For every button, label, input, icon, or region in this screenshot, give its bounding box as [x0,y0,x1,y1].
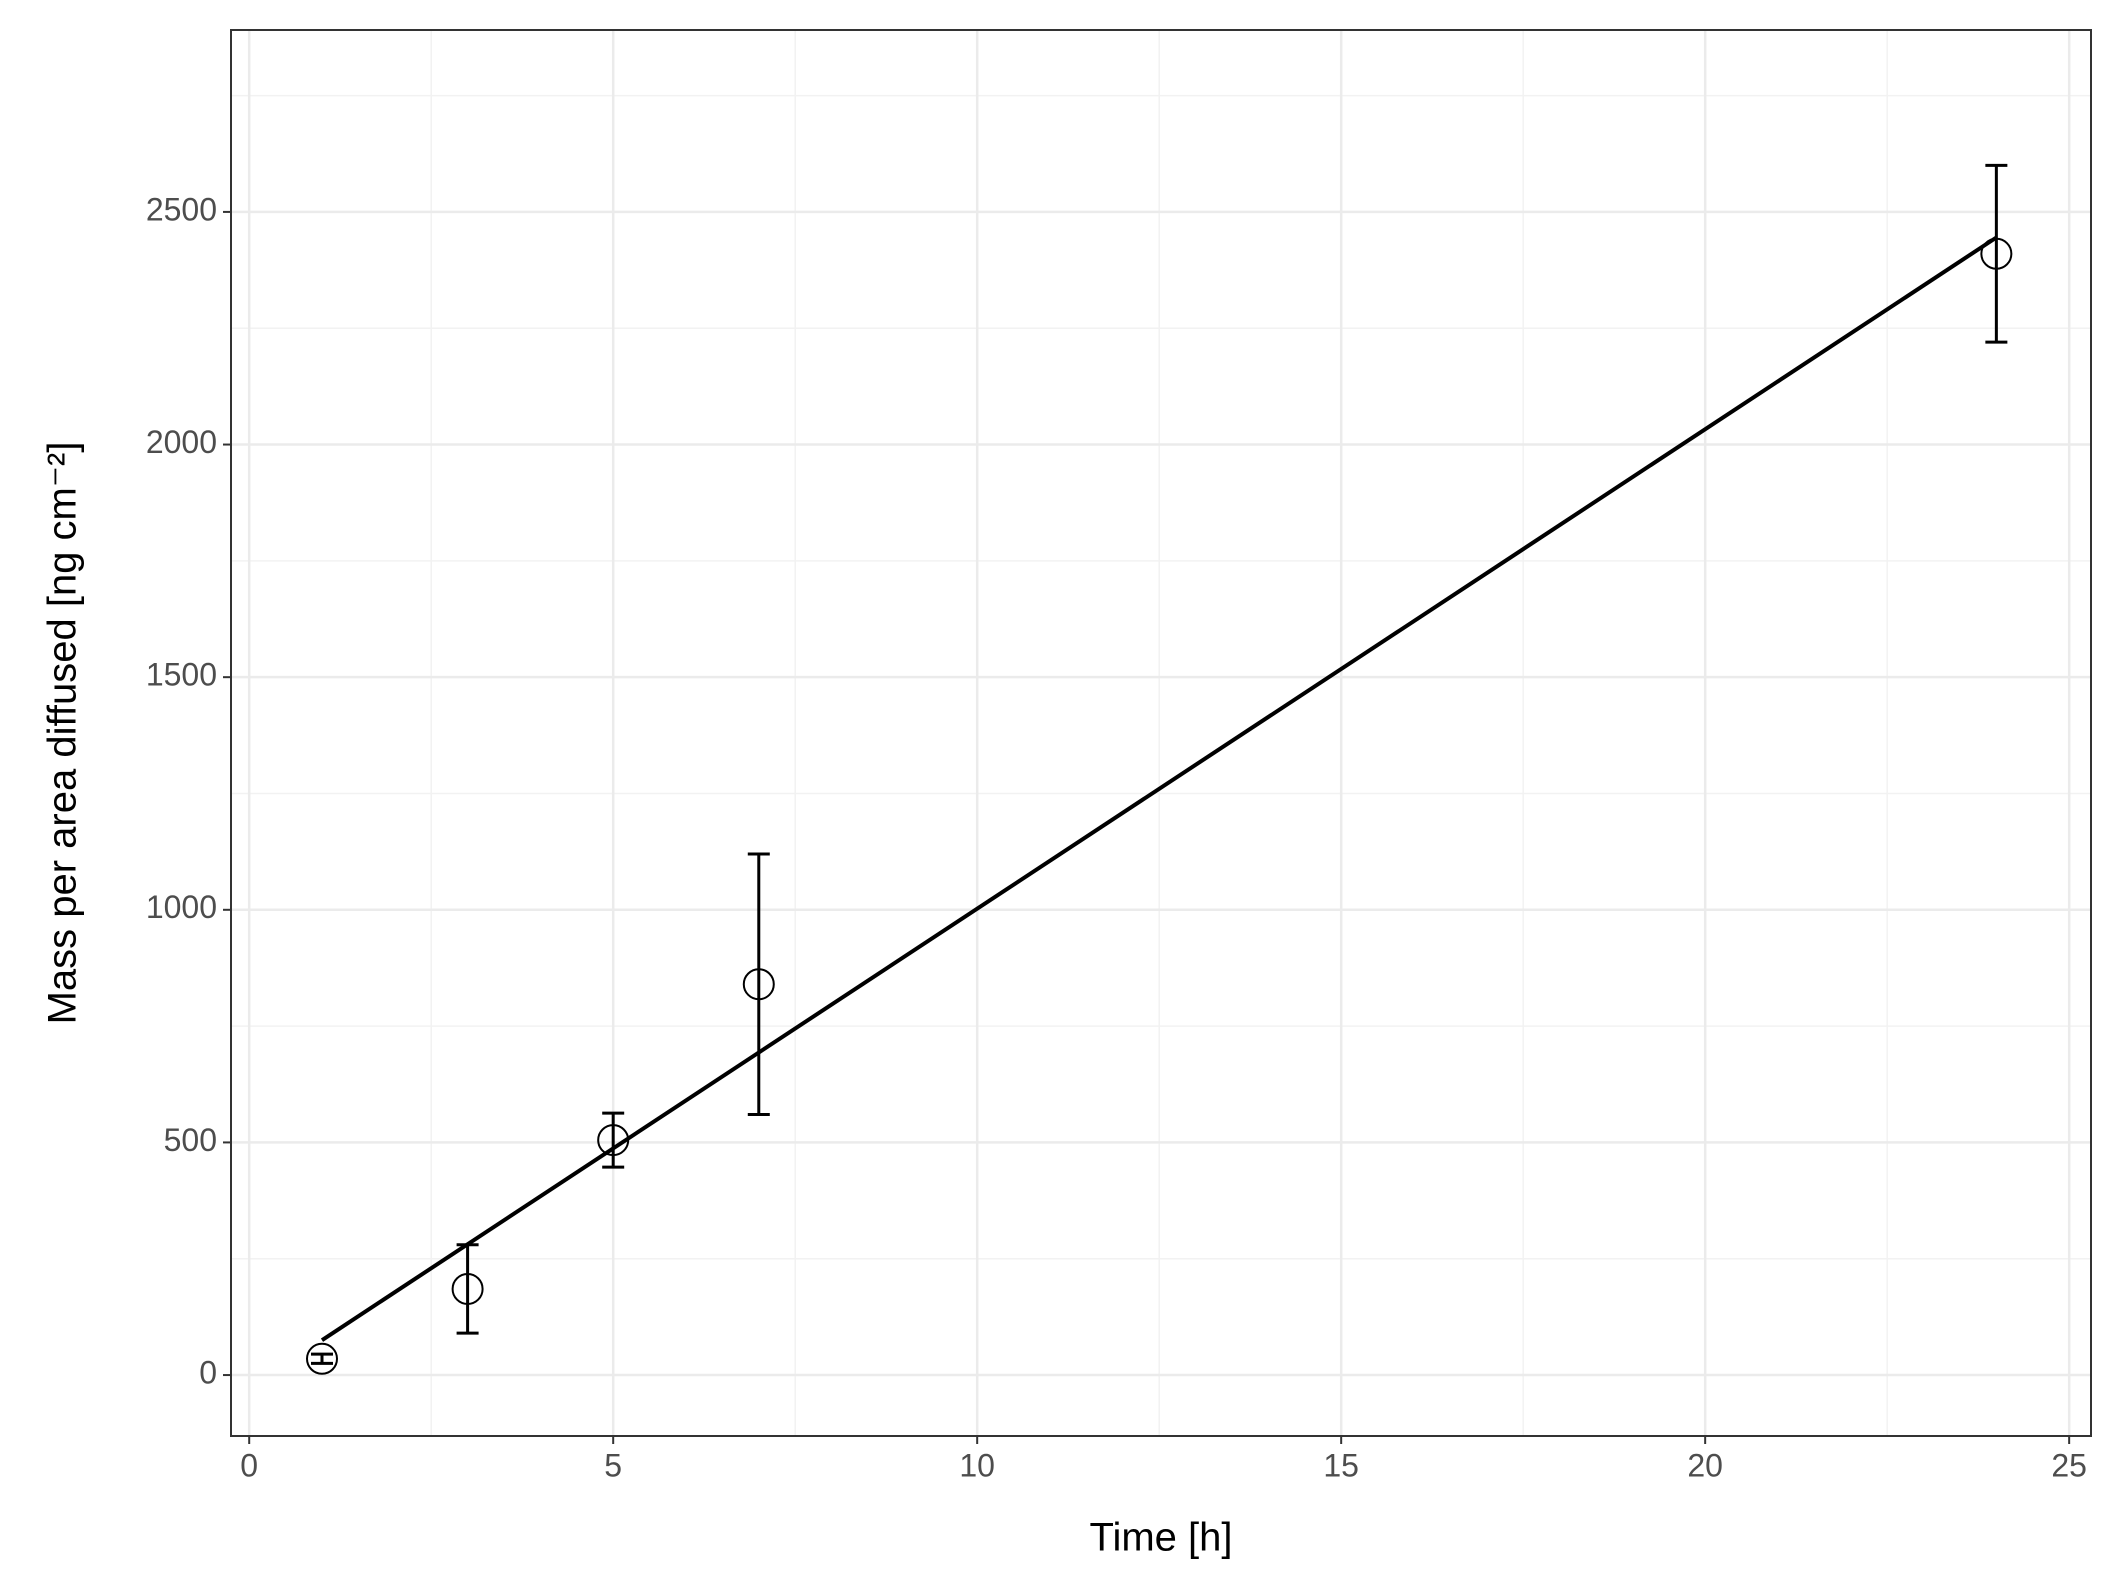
marks [305,163,2013,1375]
y-axis-title: Mass per area diffused [ng cm⁻²] [41,442,85,1025]
point [305,1342,338,1375]
y-tick-label: 2500 [146,191,217,227]
error-bar [456,1243,479,1335]
point [742,968,775,1001]
x-tick-label: 20 [1687,1447,1723,1483]
panel-border [230,29,2092,1437]
fit-line [320,235,1998,1342]
error-bar [602,1111,625,1169]
y-tick-label: 1000 [146,889,217,925]
x-tick-label: 0 [240,1447,258,1483]
y-tick-label: 1500 [146,657,217,693]
x-tick-label: 25 [2051,1447,2087,1483]
error-bar [1985,163,2008,344]
error-bar [747,852,770,1117]
x-axis-title: Time [h] [1090,1516,1233,1560]
error-bar [310,1352,333,1365]
y-tick-label: 0 [199,1355,217,1391]
x-tick-label: 10 [959,1447,995,1483]
y-tick-label: 500 [164,1122,217,1158]
point [1980,237,2013,270]
point [451,1272,484,1305]
axes: 0 5 10 15 20 25 0 500 1000 1500 2000 2500 [146,191,2087,1483]
point [597,1124,630,1157]
grid [231,30,2091,1436]
y-tick-label: 2000 [146,424,217,460]
x-tick-label: 15 [1323,1447,1359,1483]
x-tick-label: 5 [604,1447,622,1483]
